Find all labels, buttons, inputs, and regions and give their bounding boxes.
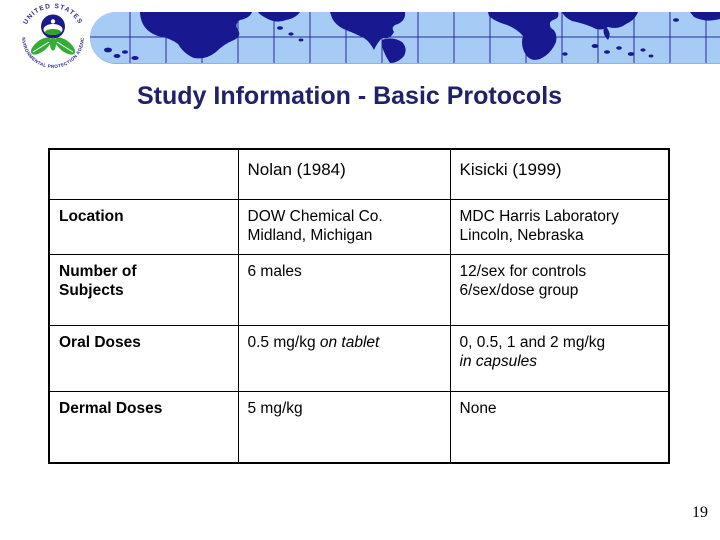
cell-oral-kisicki: 0, 0.5, 1 and 2 mg/kg in capsules — [449, 324, 670, 392]
cell-dermal-kisicki: None — [449, 390, 670, 464]
table-row-oral-doses: Oral Doses 0.5 mg/kg on tablet 0, 0.5, 1… — [48, 324, 670, 392]
study-comparison-table: Nolan (1984) Kisicki (1999) Location DOW… — [48, 148, 670, 464]
cell-location-nolan: DOW Chemical Co. Midland, Michigan — [237, 198, 451, 255]
table-row-dermal-doses: Dermal Doses 5 mg/kg None — [48, 390, 670, 464]
epa-logo: UNITED STATES ENVIRONMENTAL PROTECTION A… — [16, 0, 90, 73]
row-label-dermal-doses: Dermal Doses — [48, 390, 239, 464]
row-label-oral-doses: Oral Doses — [48, 324, 239, 392]
header-blank-cell — [48, 148, 239, 200]
world-map-graphic — [90, 12, 720, 63]
slide-title: Study Information - Basic Protocols — [137, 82, 563, 110]
table-header-row: Nolan (1984) Kisicki (1999) — [48, 148, 670, 200]
row-label-location: Location — [48, 198, 239, 255]
world-map-banner — [90, 12, 720, 64]
cell-dermal-nolan: 5 mg/kg — [237, 390, 451, 464]
header-nolan: Nolan (1984) — [237, 148, 451, 200]
cell-location-kisicki: MDC Harris Laboratory Lincoln, Nebraska — [449, 198, 670, 255]
cell-oral-nolan: 0.5 mg/kg on tablet — [237, 324, 451, 392]
cell-subjects-kisicki: 12/sex for controls 6/sex/dose group — [449, 253, 670, 326]
cell-subjects-nolan: 6 males — [237, 253, 451, 326]
table-row-subjects: Number of Subjects 6 males 12/sex for co… — [48, 253, 670, 326]
header-kisicki: Kisicki (1999) — [449, 148, 670, 200]
row-label-subjects: Number of Subjects — [48, 253, 239, 326]
table-row-location: Location DOW Chemical Co. Midland, Michi… — [48, 198, 670, 255]
epa-flower-icon — [30, 14, 76, 55]
page-number: 19 — [692, 504, 708, 521]
